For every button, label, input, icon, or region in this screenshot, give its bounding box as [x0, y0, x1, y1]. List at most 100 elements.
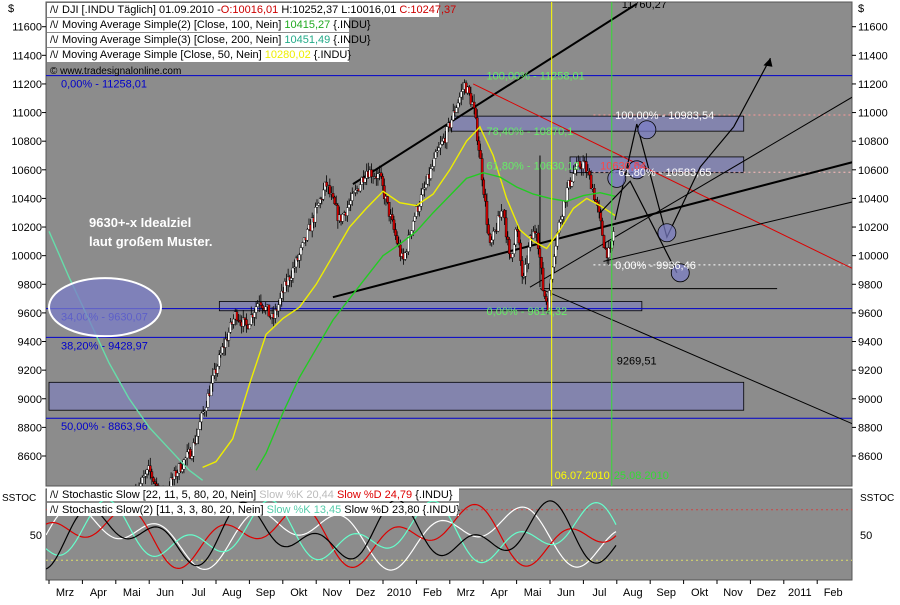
y-tick-label-left: 9000 [18, 394, 42, 406]
y-tick-label-right: 10600 [858, 165, 889, 177]
candle [500, 210, 503, 218]
candle [612, 231, 615, 242]
candle [201, 411, 205, 414]
candle [594, 199, 598, 202]
y-tick-label-left: 9800 [18, 279, 42, 291]
candle [573, 169, 577, 174]
candle [235, 311, 239, 321]
legend-suffix: {.INDU} [330, 34, 371, 46]
x-tick-label: Dez [757, 587, 777, 599]
legend-entry: /\/Moving Average Simple(2) [Close, 100,… [47, 18, 371, 32]
candle [439, 144, 442, 149]
candle [559, 219, 562, 223]
candle [578, 161, 582, 168]
candle [599, 211, 603, 222]
y-tick-label-right: 10200 [858, 222, 889, 234]
candle [200, 412, 203, 423]
x-tick-label: Nov [322, 587, 342, 599]
candle [536, 232, 540, 249]
osc-d-value: Slow %D 24,79 [337, 489, 415, 501]
legend-label: Moving Average Simple(2) [Close, 100, Ne… [62, 19, 281, 31]
legend-background [47, 33, 349, 47]
candle [221, 346, 224, 354]
candle [543, 290, 546, 297]
y-tick-label-left: 11000 [12, 108, 42, 120]
candle [298, 254, 301, 261]
candle [347, 204, 351, 208]
candle [597, 205, 601, 213]
candle [413, 216, 417, 222]
x-tick-label: Mrz [56, 587, 74, 599]
candle [322, 189, 325, 200]
price-zone [218, 301, 643, 312]
x-tick-label: 2011 [788, 587, 812, 599]
legend-symbol: /\/ [50, 50, 59, 61]
candle [179, 463, 183, 472]
candle [241, 317, 245, 327]
legend-suffix: {.INDU} [330, 19, 371, 31]
osc-k-value: Slow %K 13,45 [267, 504, 345, 516]
candle [148, 465, 152, 472]
candle [560, 216, 564, 220]
osc-suffix: {.INDU} [415, 489, 453, 501]
candle [386, 196, 389, 203]
candle [336, 204, 340, 221]
legend-symbol: /\/ [50, 35, 59, 46]
projection-path [599, 180, 678, 274]
candle [440, 140, 444, 145]
x-tick-label: Nov [723, 587, 743, 599]
candle [544, 296, 548, 302]
candle [185, 451, 189, 459]
candle [538, 248, 542, 258]
candle [243, 317, 247, 320]
candle [429, 168, 433, 179]
fib-label: 100,00% - 10983,54 [615, 110, 714, 122]
price-zone [48, 381, 745, 411]
fib-label: 100,00% - 11258,01 [487, 71, 585, 83]
candle [299, 247, 303, 255]
candle [516, 229, 519, 232]
y-tick-label-left: 8800 [18, 422, 42, 434]
candle [370, 169, 373, 178]
moving-average-line [255, 171, 616, 471]
x-tick-label: Aug [222, 587, 242, 599]
x-tick-label: Dez [356, 587, 376, 599]
candle [354, 189, 357, 193]
x-tick-label: Feb [824, 587, 843, 599]
trend-line [332, 161, 852, 299]
legend-text: DJI [.INDU Täglich] 01.09.2010 -O:10016,… [62, 4, 456, 16]
candle [527, 246, 530, 264]
y-tick-label-right: 11200 [858, 79, 888, 91]
y-tick-label-left: 11600 [12, 22, 42, 34]
x-tick-label: Mai [123, 587, 141, 599]
projection-circle [607, 168, 627, 188]
oscillator-panel [45, 488, 853, 581]
candle [391, 214, 394, 221]
candle [256, 303, 259, 307]
candle [192, 442, 195, 457]
candle [468, 86, 471, 94]
candle [306, 229, 309, 241]
fib-level-label: 50,00% - 8863,96 [61, 421, 148, 433]
osc-label-right: SSTOC [860, 493, 894, 504]
moving-average-line [202, 125, 616, 469]
candle [459, 91, 463, 98]
candle [461, 89, 465, 92]
fib-label: 61,80% - 10630,12 [487, 161, 580, 173]
candle [419, 194, 423, 207]
candle [607, 247, 611, 259]
trend-line [603, 201, 852, 262]
candle [506, 236, 510, 240]
osc-name: Stochastic Slow(2) [11, 3, 3, 80, 20, Ne… [62, 504, 267, 516]
trend-line [472, 83, 852, 269]
candle [482, 179, 486, 195]
y-tick-label-right: 8600 [858, 451, 882, 463]
legend-text: Moving Average Simple(3) [Close, 200, Ne… [62, 34, 371, 46]
date-marker-label: 25.08.2010 [614, 470, 669, 482]
x-tick-label: Jun [156, 587, 174, 599]
candle [253, 312, 256, 318]
candle [156, 485, 160, 486]
candle [301, 242, 304, 248]
x-tick-label: Okt [691, 587, 708, 599]
